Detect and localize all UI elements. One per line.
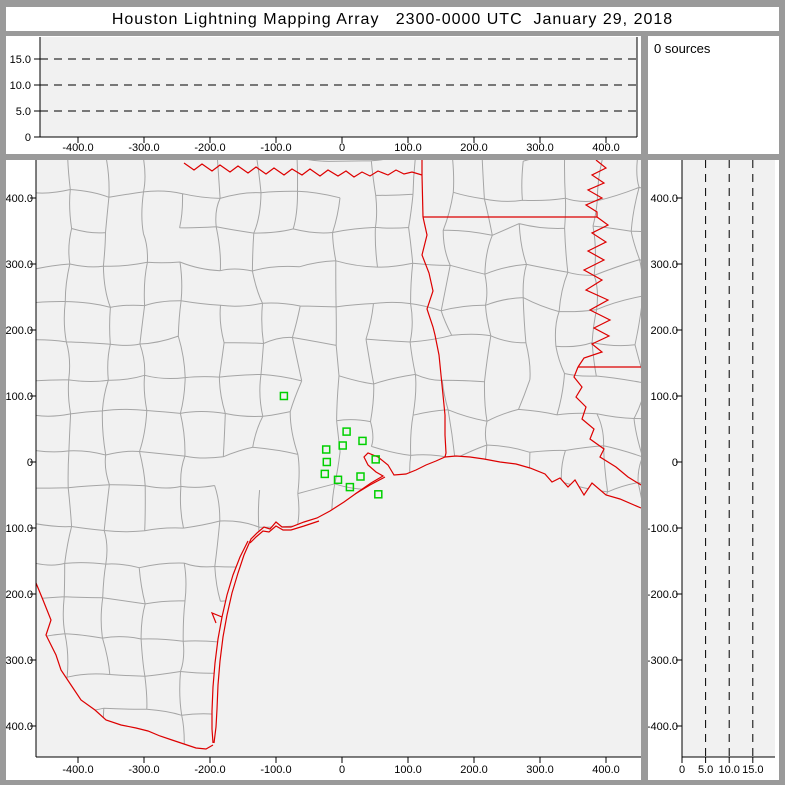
- state-border-line: [573, 366, 641, 486]
- ns-axis-tick-label: 300.0: [650, 259, 678, 271]
- ns-axis-tick-label: -300.0: [648, 655, 678, 667]
- state-border-line: [249, 520, 320, 544]
- lma-station-marker: [321, 445, 331, 454]
- alt-axis-tick-label: 0: [679, 764, 685, 776]
- ns-axis-tick-label: 300.0: [6, 259, 33, 271]
- ew-axis-tick-label: 200.0: [460, 142, 488, 154]
- state-border-line: [211, 540, 249, 744]
- ns-axis-tick-label: -200.0: [648, 589, 678, 601]
- ns-axis-tick-label: -100.0: [6, 523, 33, 535]
- ew-axis-tick-label: -300.0: [128, 142, 159, 154]
- ns-axis-tick-label: 100.0: [6, 391, 33, 403]
- state-border-line: [36, 582, 214, 750]
- ew-axis-tick-label: 100.0: [394, 142, 422, 154]
- ns-axis-tick-label: 400.0: [650, 193, 678, 205]
- sources-counter-panel: 0 sources: [648, 36, 779, 154]
- ns-axis-tick-label: 100.0: [650, 391, 678, 403]
- ns-axis-tick-label: -400.0: [648, 721, 678, 733]
- ns-axis-tick-label: 0: [27, 457, 33, 469]
- altitude-ns-panel: 400.0 300.0 200.0 100.0 0 -100.0 -200.0 -300.0 -…: [648, 160, 779, 780]
- lma-station-marker: [356, 472, 365, 481]
- alt-axis-tick-label: 10.0: [10, 80, 31, 92]
- altitude-ew-panel: 0 5.0 10.0 15.0 -400.0 -300.0 -200.0 -100.0 0 100…: [6, 36, 641, 154]
- ns-axis-tick-label: -300.0: [6, 655, 33, 667]
- ew-axis-tick-label: 200.0: [460, 764, 488, 776]
- ns-axis-tick-label: 200.0: [650, 325, 678, 337]
- lma-station-marker: [322, 457, 332, 467]
- state-border-line: [421, 174, 424, 218]
- altitude-ew-plot: 0 5.0 10.0 15.0 -400.0 -300.0 -200.0 -100.0 0 100…: [10, 37, 638, 154]
- lma-station-marker: [358, 436, 367, 446]
- ns-axis-tick-label: 0: [672, 457, 678, 469]
- state-border-line: [421, 216, 447, 458]
- state-border-line: [183, 162, 423, 178]
- lma-station-marker: [345, 482, 355, 492]
- state-border-line: [584, 160, 608, 217]
- lma-station-marker: [342, 427, 351, 436]
- lma-station-marker: [333, 475, 343, 485]
- alt-axis-tick-label: 5.0: [16, 106, 31, 118]
- ew-axis-tick-label: -300.0: [128, 764, 159, 776]
- ew-axis-tick-label: 0: [339, 142, 345, 154]
- ns-axis-tick-label: -200.0: [6, 589, 33, 601]
- ew-axis-tick-label: 100.0: [394, 764, 422, 776]
- ns-axis-tick-label: -400.0: [6, 721, 33, 733]
- lma-station-marker: [279, 391, 289, 401]
- ew-axis-tick-label: -200.0: [194, 764, 225, 776]
- ew-axis-tick-label: 300.0: [526, 764, 554, 776]
- state-border-line: [210, 611, 223, 624]
- ew-axis-tick-label: -100.0: [260, 764, 291, 776]
- alt-axis-tick-label: 0: [25, 132, 31, 144]
- alt-axis-tick-label: 15.0: [10, 54, 31, 66]
- ew-axis-tick-label: 400.0: [592, 142, 620, 154]
- ew-axis-tick-label: 400.0: [592, 764, 620, 776]
- plan-view-map: 400.0 300.0 200.0 100.0 0 -100.0 -200.0 -300.0 -…: [6, 160, 641, 776]
- state-border-line: [213, 452, 641, 744]
- ns-axis-tick-label: 400.0: [6, 193, 33, 205]
- ew-axis-tick-label: 300.0: [526, 142, 554, 154]
- page-title: Houston Lightning Mapping Array 2300-000…: [6, 7, 779, 31]
- ew-axis-tick-label: -200.0: [194, 142, 225, 154]
- ns-axis-tick-label: 200.0: [6, 325, 33, 337]
- ew-axis-tick-label: -100.0: [260, 142, 291, 154]
- lma-station-marker: [374, 490, 383, 499]
- alt-axis-tick-label: 15.0: [742, 764, 763, 776]
- ew-axis-tick-label: -400.0: [62, 142, 93, 154]
- alt-axis-tick-label: 5.0: [698, 764, 713, 776]
- state-border-line: [354, 476, 386, 495]
- lma-station-marker: [320, 469, 330, 479]
- lma-station-marker: [338, 441, 347, 450]
- ew-axis-tick-label: -400.0: [62, 764, 93, 776]
- ns-axis-tick-label: -100.0: [648, 523, 678, 535]
- lma-station-marker: [371, 455, 380, 464]
- alt-axis-tick-label: 10.0: [718, 764, 739, 776]
- ew-axis-tick-label: 0: [339, 764, 345, 776]
- plan-view-panel: 400.0 300.0 200.0 100.0 0 -100.0 -200.0 -300.0 -…: [6, 160, 641, 780]
- altitude-ns-plot: 400.0 300.0 200.0 100.0 0 -100.0 -200.0 -300.0 -…: [648, 160, 775, 776]
- sources-count-label: 0 sources: [654, 41, 711, 56]
- state-border-line: [577, 216, 612, 368]
